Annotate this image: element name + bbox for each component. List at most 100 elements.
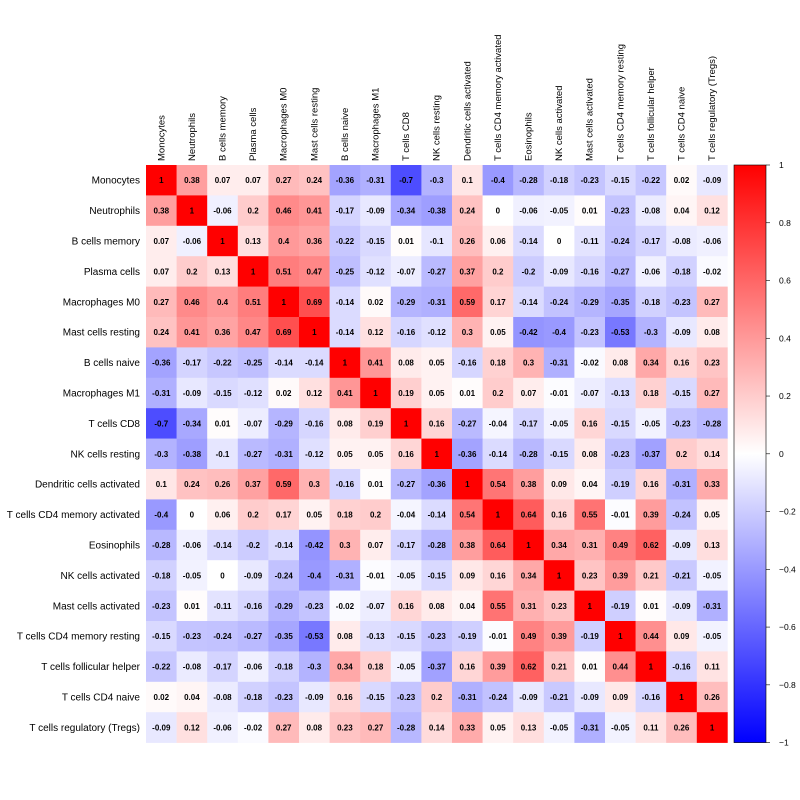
- cell-value-label: 1: [465, 480, 470, 489]
- cell-value-label: 0.19: [398, 389, 414, 398]
- heatmap-cell: [299, 560, 330, 591]
- cell-value-label: 0.05: [429, 389, 445, 398]
- heatmap-cell: [696, 651, 728, 683]
- heatmap-cell: [360, 651, 392, 683]
- cell-value-label: -0.09: [703, 176, 722, 185]
- heatmap-cell: [176, 560, 208, 591]
- heatmap-cell: [146, 499, 177, 531]
- heatmap-cell: [421, 681, 453, 713]
- heatmap-cell: [421, 560, 453, 591]
- cell-value-label: 0.01: [582, 207, 598, 216]
- heatmap-cell: [329, 195, 361, 227]
- heatmap-cell: [574, 256, 606, 287]
- heatmap-cell: [299, 651, 330, 683]
- column-label: B cells naive: [340, 108, 351, 161]
- heatmap-cell: [635, 651, 667, 683]
- heatmap-cell: [452, 225, 483, 257]
- heatmap-cell: [360, 286, 392, 318]
- cell-value-label: 0.34: [521, 571, 537, 580]
- cell-value-label: -0.27: [611, 267, 630, 276]
- heatmap-cell: [360, 621, 392, 652]
- cell-value-label: 0.47: [307, 267, 323, 276]
- heatmap-cell: [237, 438, 269, 470]
- cell-value-label: 0.05: [490, 328, 506, 337]
- cell-value-label: -0.18: [244, 693, 263, 702]
- cell-value-label: -0.25: [244, 359, 263, 368]
- heatmap-cell: [390, 560, 422, 591]
- heatmap-cell: [482, 621, 514, 652]
- heatmap-cell: [635, 165, 667, 196]
- cell-value-label: -0.53: [611, 328, 630, 337]
- heatmap-cell: [421, 317, 453, 348]
- cell-value-label: 1: [587, 602, 592, 611]
- cell-value-label: -0.17: [642, 237, 661, 246]
- cell-value-label: -0.15: [428, 571, 447, 580]
- heatmap-cell: [605, 712, 636, 743]
- cell-value-label: 0.09: [674, 632, 690, 641]
- cell-value-label: -0.3: [644, 328, 658, 337]
- cell-value-label: -0.23: [672, 419, 691, 428]
- heatmap-cell: [696, 377, 728, 409]
- heatmap-cell: [390, 681, 422, 713]
- cell-value-label: 0.08: [337, 419, 353, 428]
- colorbar-tick-label: 0.6: [779, 276, 791, 286]
- heatmap-cell: [329, 225, 361, 257]
- heatmap-cell: [543, 529, 575, 561]
- cell-value-label: -0.23: [611, 207, 630, 216]
- row-label: T cells CD4 memory activated: [7, 510, 140, 521]
- heatmap-cell: [360, 256, 392, 287]
- heatmap-cell: [329, 590, 361, 622]
- colorbar-tick-label: 0.8: [779, 218, 791, 228]
- heatmap-cell: [421, 651, 453, 683]
- heatmap-cell: [452, 195, 483, 227]
- heatmap-cell: [605, 317, 636, 348]
- heatmap-cell: [207, 651, 239, 683]
- cell-value-label: 0.59: [460, 298, 476, 307]
- heatmap-cell: [452, 590, 483, 622]
- heatmap-cell: [360, 712, 392, 743]
- heatmap-cell: [666, 712, 698, 743]
- heatmap-cell: [574, 347, 606, 379]
- row-label: Macrophages M0: [63, 297, 141, 308]
- cell-value-label: -0.24: [672, 511, 691, 520]
- cell-value-label: 0.46: [184, 298, 200, 307]
- column-label: Mast cells activated: [585, 78, 596, 161]
- heatmap-cell: [268, 529, 300, 561]
- heatmap-cell: [635, 499, 667, 531]
- cell-value-label: -0.31: [275, 450, 294, 459]
- heatmap-cell: [696, 286, 728, 318]
- cell-value-label: -0.28: [152, 541, 171, 550]
- heatmap-cell: [268, 438, 300, 470]
- row-label: Macrophages M1: [63, 389, 141, 400]
- cell-value-label: 0.64: [490, 541, 506, 550]
- heatmap-cell: [299, 712, 330, 743]
- heatmap-cell: [176, 529, 208, 561]
- cell-value-label: -0.22: [642, 176, 661, 185]
- heatmap-cell: [207, 712, 239, 743]
- heatmap-cell: [146, 195, 177, 227]
- cell-value-label: 1: [404, 419, 409, 428]
- cell-value-label: -0.15: [213, 389, 232, 398]
- cell-value-label: -0.22: [152, 663, 171, 672]
- heatmap-cell: [666, 225, 698, 257]
- cell-value-label: 0.3: [523, 359, 535, 368]
- heatmap-cell: [574, 621, 606, 652]
- cell-value-label: -0.14: [519, 237, 538, 246]
- cell-value-label: -0.09: [366, 207, 385, 216]
- heatmap-cell: [390, 408, 422, 439]
- cell-value-label: 0.07: [245, 176, 261, 185]
- heatmap-cell: [207, 377, 239, 409]
- cell-value-label: 0.3: [339, 541, 351, 550]
- cell-value-label: 0.19: [368, 419, 384, 428]
- cell-value-label: -0.17: [213, 663, 232, 672]
- heatmap-cell: [482, 408, 514, 439]
- cell-value-label: -0.31: [672, 480, 691, 489]
- cell-value-label: -0.01: [366, 571, 385, 580]
- heatmap-cell: [543, 621, 575, 652]
- row-label: B cells naive: [84, 358, 141, 369]
- heatmap-cell: [176, 347, 208, 379]
- cell-value-label: -0.04: [397, 511, 416, 520]
- heatmap-cell: [666, 469, 698, 500]
- cell-value-label: -0.7: [399, 176, 413, 185]
- cell-value-label: -0.06: [213, 723, 232, 732]
